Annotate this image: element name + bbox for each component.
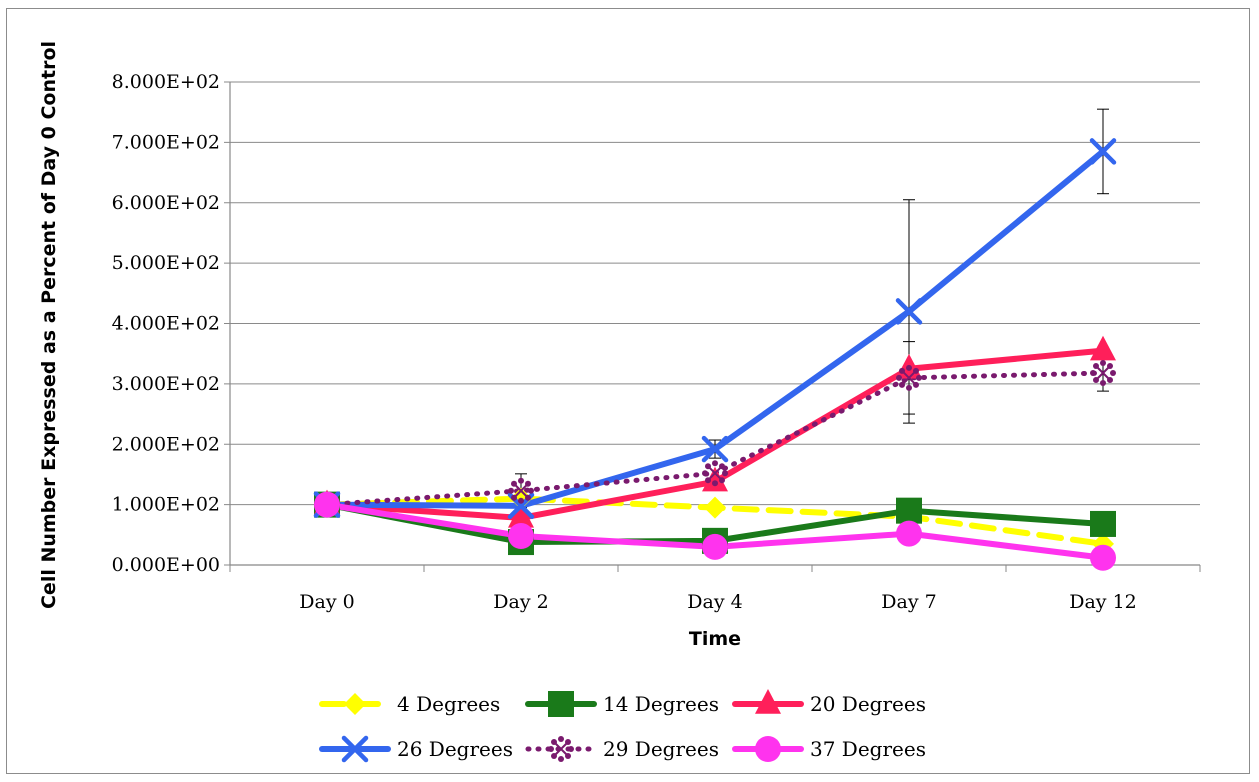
star-dot: [702, 470, 708, 477]
data-point: [896, 364, 922, 391]
x-tick-label: Day 4: [687, 591, 742, 613]
data-point: [508, 523, 534, 550]
star-dot: [896, 374, 902, 381]
data-point: [896, 497, 922, 524]
star-dot: [712, 460, 718, 467]
star-dot: [518, 477, 524, 484]
x-tick-label: Day 7: [881, 591, 936, 613]
star-dot: [712, 480, 718, 487]
data-point: [1090, 335, 1116, 361]
legend-label: 14 Degrees: [603, 692, 719, 716]
data-point: [1089, 138, 1117, 165]
star-dot: [916, 374, 922, 381]
y-axis-title: Cell Number Expressed as a Percent of Da…: [38, 41, 60, 609]
star-stroke: [553, 741, 569, 757]
y-tick-label: 6.000E+02: [112, 192, 220, 214]
x-tick-label: Day 0: [299, 591, 354, 613]
data-point: [1090, 544, 1116, 571]
legend-swatch-marker: [548, 691, 574, 717]
data-point: [1090, 360, 1116, 387]
legend-item: 26 Degrees: [319, 735, 513, 763]
star-stroke: [901, 370, 917, 386]
x-stroke: [341, 735, 369, 763]
y-tick-label: 5.000E+02: [112, 252, 220, 274]
star-dot: [722, 470, 728, 477]
legend-label: 26 Degrees: [397, 737, 513, 761]
data-point: [701, 435, 729, 463]
data-point: [702, 533, 728, 560]
data-point: [704, 496, 726, 519]
star-stroke: [513, 483, 529, 499]
y-tick-label: 3.000E+02: [112, 373, 220, 395]
x-stroke: [701, 435, 729, 463]
y-tick-label: 1.000E+02: [112, 494, 220, 516]
star-dot: [558, 736, 564, 742]
data-point: [702, 460, 728, 487]
legend: 4 Degrees 14 Degrees 20 Degrees 26 Degrees 2…: [319, 689, 926, 763]
star-stroke: [707, 465, 723, 481]
star-dot: [528, 487, 534, 494]
data-point: [1090, 510, 1116, 537]
star-dot: [518, 497, 524, 504]
star-dot: [568, 746, 574, 752]
y-tick-label: 8.000E+02: [112, 71, 220, 93]
legend-swatch-marker: [548, 736, 574, 762]
star-dot: [1090, 370, 1096, 377]
legend-item: 4 Degrees: [319, 692, 500, 716]
x-tick-labels: Day 0 Day 2 Day 4 Day 7 Day 12: [299, 591, 1136, 613]
chart-frame: [6, 8, 1250, 774]
x-stroke: [1089, 138, 1117, 165]
legend-label: 37 Degrees: [810, 737, 926, 761]
legend-swatch-marker: [344, 693, 366, 715]
x-axis-title: Time: [689, 628, 741, 650]
legend-item: 20 Degrees: [732, 689, 926, 716]
data-point: [895, 298, 923, 325]
star-dot: [1100, 360, 1106, 367]
star-dot: [548, 746, 554, 752]
star-dot: [906, 364, 912, 371]
x-tick-label: Day 12: [1069, 591, 1137, 613]
error-bars: [515, 108, 1109, 509]
legend-swatch-marker: [341, 735, 369, 763]
star-dot: [558, 756, 564, 762]
star-dot: [906, 384, 912, 391]
legend-swatch-marker: [755, 689, 781, 714]
legend-label: 29 Degrees: [603, 737, 719, 761]
star-dot: [508, 487, 514, 494]
y-tick-label: 0.000E+00: [112, 554, 220, 576]
series-markers: [313, 138, 1117, 571]
gridlines: [224, 81, 1201, 572]
y-tick-label: 2.000E+02: [112, 433, 220, 455]
data-point: [508, 502, 534, 528]
y-tick-label: 7.000E+02: [112, 131, 220, 153]
star-stroke: [1095, 365, 1111, 381]
y-tick-label: 4.000E+02: [112, 313, 220, 335]
axes: [229, 82, 1200, 566]
star-dot: [1110, 370, 1116, 377]
x-tick-label: Day 2: [493, 591, 548, 613]
data-point: [896, 520, 922, 547]
x-stroke: [895, 298, 923, 325]
legend-item: 29 Degrees: [525, 736, 719, 762]
data-point: [702, 466, 728, 492]
legend-item: 37 Degrees: [732, 736, 926, 762]
legend-item: 14 Degrees: [525, 691, 719, 717]
legend-label: 4 Degrees: [397, 692, 500, 716]
legend-swatch-marker: [755, 736, 781, 762]
data-point: [314, 491, 340, 518]
data-point: [508, 477, 534, 504]
y-tick-labels: 0.000E+00 1.000E+02 2.000E+02 3.000E+02 4.00…: [112, 71, 220, 576]
legend-label: 20 Degrees: [810, 692, 926, 716]
star-dot: [1100, 380, 1106, 387]
